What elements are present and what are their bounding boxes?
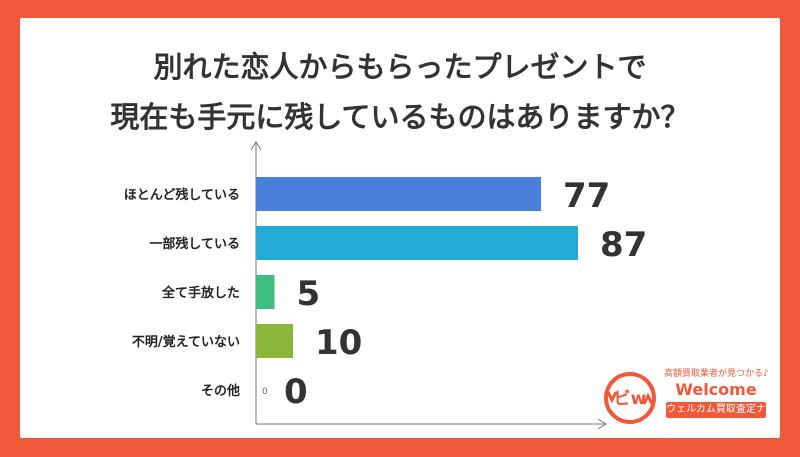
bar-4 [256, 324, 294, 358]
bar-1 [256, 177, 541, 211]
x-axis-arrow [597, 418, 607, 430]
category-label-2: 一部残している [149, 236, 240, 252]
brand-logo: ビw 高額買取業者が見つかる♪ Welcome ウェルカム買取査定ナビ [598, 368, 769, 431]
value-label-4: 10 [315, 323, 362, 363]
title-line-2: 現在も手元に残しているものはありますか？ [110, 100, 690, 134]
bar-2 [256, 226, 578, 260]
y-axis-arrow [250, 141, 262, 151]
category-label-4: 不明/覚えていない [132, 334, 240, 350]
value-label-3: 5 [297, 274, 321, 314]
title-line-1: 別れた恋人からもらったプレゼントで [153, 50, 647, 84]
value-label-1: 77 [563, 176, 610, 216]
logo-tagline: 高額買取業者が見つかる♪ [664, 369, 769, 379]
logo-badge: ウェルカム買取査定ナビ [666, 402, 766, 431]
zero-marker: 0 [262, 387, 268, 397]
value-label-5: 0 [284, 372, 308, 412]
brand-mark-icon: ビw [604, 372, 656, 424]
value-label-2: 87 [600, 225, 647, 265]
category-label-3: 全て手放した [161, 285, 240, 301]
logo-wordmark: Welcome [675, 380, 757, 399]
svg-text:ビw: ビw [614, 389, 647, 409]
bar-3 [256, 275, 275, 309]
category-label-1: ほとんど残している [124, 187, 240, 203]
category-label-5: その他 [201, 383, 240, 399]
